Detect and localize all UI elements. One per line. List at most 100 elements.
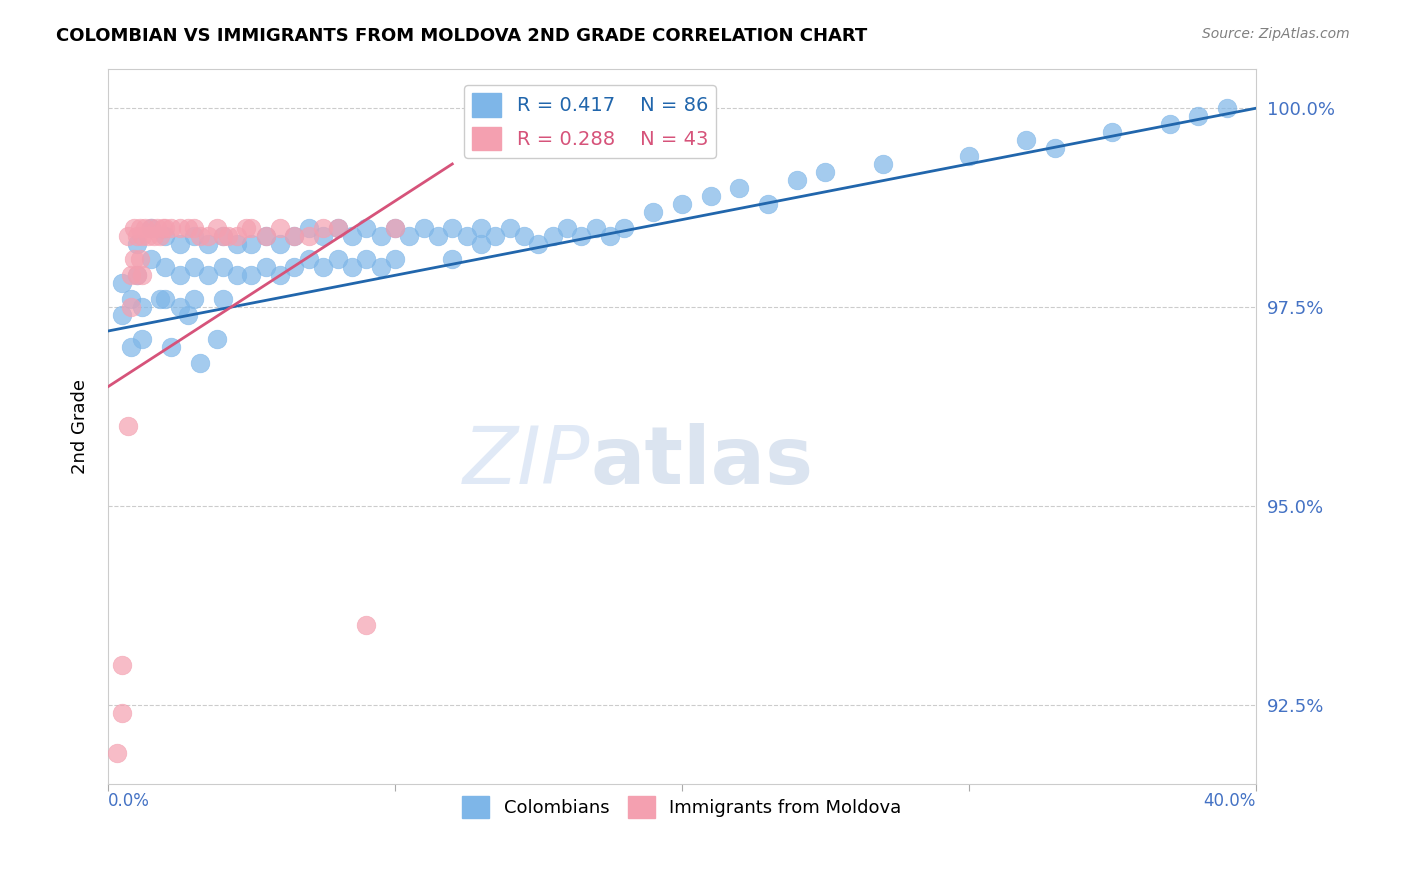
Point xyxy=(226,228,249,243)
Point xyxy=(269,236,291,251)
Point xyxy=(177,220,200,235)
Point xyxy=(326,220,349,235)
Point xyxy=(370,260,392,275)
Point xyxy=(498,220,520,235)
Point xyxy=(120,268,142,283)
Text: atlas: atlas xyxy=(591,424,813,501)
Text: 0.0%: 0.0% xyxy=(108,792,150,811)
Point xyxy=(384,220,406,235)
Point xyxy=(111,308,134,322)
Point xyxy=(235,220,257,235)
Point xyxy=(188,228,211,243)
Point xyxy=(205,332,228,346)
Point xyxy=(169,220,191,235)
Point xyxy=(152,220,174,235)
Point xyxy=(340,260,363,275)
Point xyxy=(254,260,277,275)
Point xyxy=(426,228,449,243)
Point xyxy=(177,308,200,322)
Point xyxy=(470,236,492,251)
Point xyxy=(326,252,349,267)
Point xyxy=(125,268,148,283)
Point xyxy=(111,277,134,291)
Point xyxy=(188,356,211,370)
Point xyxy=(613,220,636,235)
Point xyxy=(120,340,142,354)
Point xyxy=(183,260,205,275)
Point xyxy=(298,228,321,243)
Text: 40.0%: 40.0% xyxy=(1204,792,1256,811)
Point xyxy=(169,300,191,314)
Point xyxy=(585,220,607,235)
Point xyxy=(160,220,183,235)
Point xyxy=(149,292,172,306)
Point xyxy=(412,220,434,235)
Point xyxy=(456,228,478,243)
Point xyxy=(1187,109,1209,123)
Point xyxy=(1015,133,1038,147)
Point xyxy=(398,228,420,243)
Point xyxy=(470,220,492,235)
Point xyxy=(128,220,150,235)
Point xyxy=(183,228,205,243)
Point xyxy=(370,228,392,243)
Legend: Colombians, Immigrants from Moldova: Colombians, Immigrants from Moldova xyxy=(456,789,908,825)
Point xyxy=(139,252,162,267)
Point xyxy=(155,260,177,275)
Point xyxy=(183,292,205,306)
Point xyxy=(131,300,153,314)
Point xyxy=(122,252,145,267)
Point xyxy=(269,220,291,235)
Point xyxy=(240,236,263,251)
Point xyxy=(283,228,305,243)
Point xyxy=(120,300,142,314)
Point xyxy=(155,228,177,243)
Point xyxy=(1159,117,1181,131)
Point xyxy=(340,228,363,243)
Point xyxy=(326,220,349,235)
Point xyxy=(957,149,980,163)
Point xyxy=(218,228,240,243)
Point xyxy=(226,236,249,251)
Point xyxy=(183,220,205,235)
Point xyxy=(441,220,464,235)
Point xyxy=(120,292,142,306)
Point xyxy=(254,228,277,243)
Point xyxy=(312,260,335,275)
Point xyxy=(254,228,277,243)
Point xyxy=(131,268,153,283)
Point xyxy=(312,228,335,243)
Point xyxy=(111,706,134,720)
Point xyxy=(814,165,837,179)
Point xyxy=(197,268,219,283)
Point xyxy=(441,252,464,267)
Point xyxy=(134,220,156,235)
Point xyxy=(298,220,321,235)
Point xyxy=(555,220,578,235)
Point xyxy=(541,228,564,243)
Point xyxy=(105,746,128,760)
Point xyxy=(354,220,377,235)
Point xyxy=(117,228,139,243)
Point xyxy=(384,252,406,267)
Point xyxy=(484,228,506,243)
Point xyxy=(122,220,145,235)
Point xyxy=(131,228,153,243)
Point xyxy=(312,220,335,235)
Point xyxy=(211,228,233,243)
Point xyxy=(136,228,159,243)
Point xyxy=(599,228,621,243)
Text: Source: ZipAtlas.com: Source: ZipAtlas.com xyxy=(1202,27,1350,41)
Point xyxy=(117,419,139,434)
Point xyxy=(240,268,263,283)
Point xyxy=(354,618,377,632)
Point xyxy=(643,204,665,219)
Point xyxy=(527,236,550,251)
Point xyxy=(169,268,191,283)
Point xyxy=(671,196,693,211)
Point xyxy=(283,228,305,243)
Point xyxy=(131,332,153,346)
Point xyxy=(128,252,150,267)
Point xyxy=(283,260,305,275)
Point xyxy=(197,236,219,251)
